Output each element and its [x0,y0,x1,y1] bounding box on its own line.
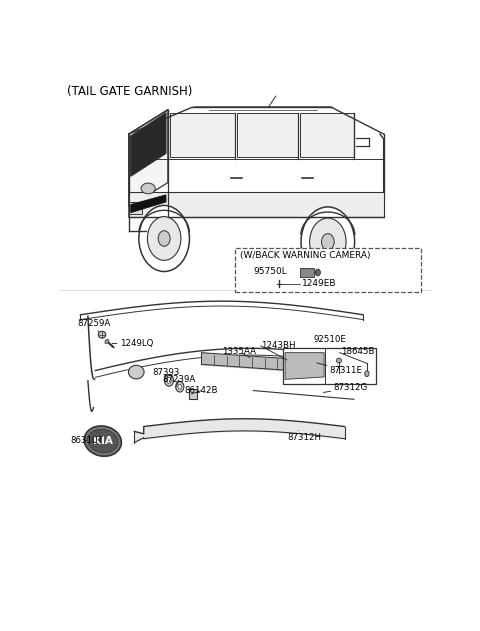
Text: 1249EB: 1249EB [302,279,336,288]
Polygon shape [129,192,384,216]
Text: (W/BACK WARNING CAMERA): (W/BACK WARNING CAMERA) [240,251,371,260]
Circle shape [322,233,334,250]
Circle shape [147,216,181,261]
Circle shape [315,269,321,276]
Circle shape [365,371,369,377]
Polygon shape [129,110,168,207]
Text: 1243BH: 1243BH [261,341,295,350]
Text: 87259A: 87259A [78,319,111,333]
Bar [235,248,421,292]
Polygon shape [237,113,298,157]
Ellipse shape [129,365,144,379]
Ellipse shape [87,429,118,453]
Circle shape [139,206,190,271]
Text: 87312H: 87312H [287,430,321,442]
Text: KIA: KIA [93,435,113,445]
Text: 92510E: 92510E [313,335,346,344]
Text: 1335AA: 1335AA [222,347,256,356]
Bar [283,348,376,384]
Polygon shape [129,202,142,214]
Circle shape [310,218,346,266]
Bar [190,389,197,399]
Ellipse shape [336,358,342,363]
Ellipse shape [105,339,109,343]
Text: 95750L: 95750L [253,266,287,276]
Polygon shape [131,113,166,176]
Text: 1249LQ: 1249LQ [112,339,153,348]
Ellipse shape [141,183,155,194]
Text: (TAIL GATE GARNISH): (TAIL GATE GARNISH) [67,85,193,98]
Polygon shape [131,195,166,213]
Text: 18645B: 18645B [341,347,374,356]
Polygon shape [300,268,314,277]
Text: 86310T: 86310T [71,435,103,445]
Text: 87312G: 87312G [324,383,368,392]
Text: 87311E: 87311E [317,363,363,375]
Polygon shape [285,353,324,379]
Circle shape [167,377,171,383]
Circle shape [301,207,355,277]
Circle shape [176,381,184,392]
Text: 87393: 87393 [152,368,180,380]
Circle shape [165,375,173,386]
Circle shape [178,384,181,389]
Text: 86142B: 86142B [185,386,218,395]
Circle shape [158,231,170,246]
Text: 87239A: 87239A [162,375,195,386]
Polygon shape [170,113,235,157]
Ellipse shape [84,426,121,456]
Polygon shape [300,113,354,157]
Ellipse shape [98,331,106,338]
